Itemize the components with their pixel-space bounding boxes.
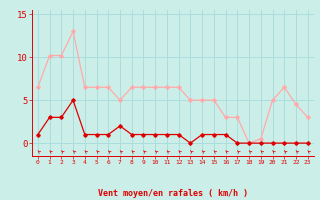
Text: Vent moyen/en rafales ( km/h ): Vent moyen/en rafales ( km/h ) [98,189,248,198]
